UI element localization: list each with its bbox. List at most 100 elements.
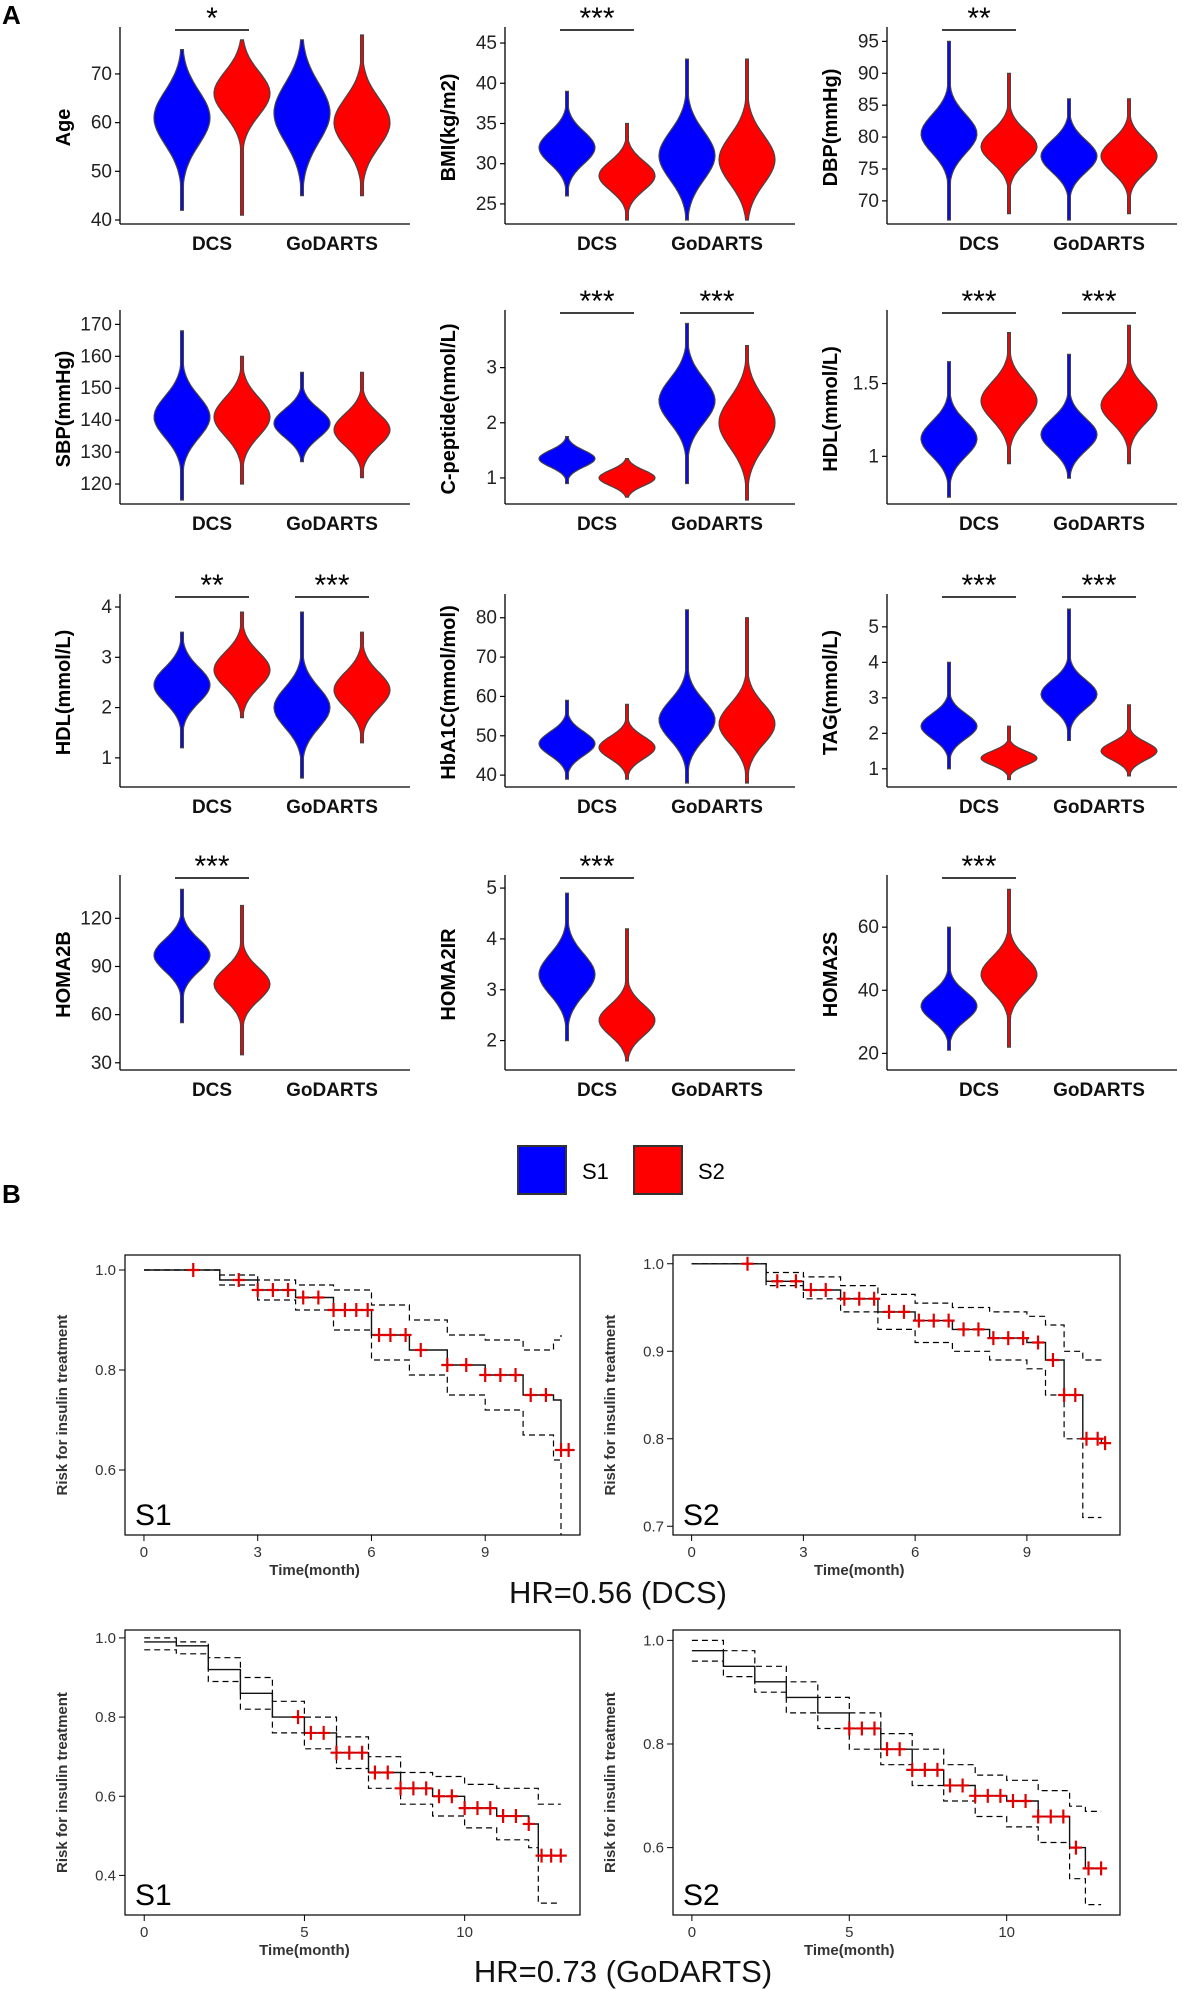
x-category-label: GoDARTS [1053, 234, 1145, 255]
y-tick-label: 4 [101, 597, 112, 618]
violin-dcs-s1 [920, 40, 978, 221]
y-tick-label: 85 [858, 95, 879, 116]
censor-mark [1069, 1840, 1082, 1855]
y-tick-label: 40 [91, 210, 112, 231]
censor-mark [906, 1762, 919, 1777]
x-tick-label: 9 [481, 1544, 489, 1561]
censor-mark [330, 1745, 343, 1760]
censor-mark [893, 1742, 906, 1757]
censor-mark [187, 1263, 200, 1277]
y-tick-label: 1.5 [853, 374, 879, 395]
violin-godarts-s2 [718, 58, 776, 221]
y-tick-label: 30 [476, 154, 497, 175]
censor-mark [956, 1778, 969, 1793]
y-tick-label: 60 [476, 686, 497, 707]
y-tick-label: 130 [80, 442, 112, 463]
violin-godarts-s2 [1100, 98, 1158, 215]
significance-stars: *** [961, 850, 996, 883]
censor-mark [1032, 1335, 1045, 1350]
hr-label-dcs: HR=0.56 (DCS) [509, 1575, 727, 1610]
survival-curve [691, 1263, 1103, 1444]
censor-mark [251, 1283, 264, 1297]
censor-mark [458, 1801, 471, 1816]
x-tick-label: 5 [300, 1924, 308, 1941]
y-tick-label: 4 [486, 929, 497, 950]
ci-upper-line [691, 1639, 1102, 1812]
censor-mark [1032, 1809, 1045, 1824]
y-tick-label: 30 [91, 1053, 112, 1074]
y-tick-label: 20 [858, 1043, 879, 1064]
y-tick-label: 1.0 [95, 1630, 116, 1647]
y-tick-label: 4 [868, 652, 879, 673]
x-category-label: DCS [959, 797, 999, 818]
censor-mark [554, 1848, 567, 1863]
violin-dcs-s1 [920, 926, 978, 1051]
x-category-label: DCS [577, 234, 617, 255]
censor-mark [445, 1789, 458, 1804]
violin-dcs-s2 [213, 611, 271, 719]
x-category-label: DCS [577, 514, 617, 535]
violin-dcs-s1 [153, 888, 211, 1024]
y-axis-title: BMI(kg/m2) [438, 74, 460, 182]
violin-dcs-s1 [920, 361, 978, 498]
violin-dcs-s1 [920, 661, 978, 770]
y-axis-title: HbA1C(mmol/mol) [438, 605, 460, 779]
y-tick-label: 90 [858, 63, 879, 84]
ci-upper-line [144, 1269, 562, 1351]
x-category-label: GoDARTS [286, 514, 378, 535]
violin-panel-dbp-mmhg: 70 75 80 85 90 95 DBP(mmHg) DCS GoDARTS ** [820, 2, 1177, 255]
survival-panel-3: 0 5 10 0.4 0.6 0.8 1.0 Time(month) Risk for insu… [54, 1629, 581, 1959]
violin-panel-homa2ir: 2 3 4 5 HOMA2IR DCS GoDARTS *** [438, 850, 795, 1101]
y-tick-label: 40 [476, 765, 497, 786]
censor-mark [843, 1721, 856, 1736]
censor-mark [987, 1331, 1000, 1346]
censor-mark [368, 1765, 381, 1780]
censor-mark [420, 1781, 433, 1796]
ci-lower-line [691, 1660, 1102, 1906]
censor-mark [918, 1762, 931, 1777]
violin-dcs-s1 [153, 49, 211, 211]
violin-panel-hba1c-mmol-mol: 40 50 60 70 80 HbA1C(mmol/mol) DCS GoDARTS [438, 594, 795, 818]
y-axis-title: Risk for insulin treatment [54, 1692, 71, 1873]
censor-mark [304, 1725, 317, 1740]
y-axis-title: SBP(mmHg) [53, 351, 75, 468]
x-category-label: GoDARTS [286, 234, 378, 255]
censor-mark [853, 1291, 866, 1306]
censor-mark [266, 1283, 279, 1297]
censor-mark [292, 1710, 305, 1725]
violin-dcs-s1 [538, 699, 596, 780]
x-category-label: DCS [192, 797, 232, 818]
censor-mark [1057, 1809, 1070, 1824]
violin-panel-bmi-kg-m2: 25 30 35 40 45 BMI(kg/m2) DCS GoDARTS *** [438, 2, 795, 255]
y-tick-label: 80 [858, 127, 879, 148]
x-tick-label: 3 [799, 1544, 807, 1561]
y-axis-title: HOMA2B [53, 931, 75, 1018]
plot-frame [124, 1629, 581, 1916]
censor-mark [972, 1322, 985, 1337]
y-tick-label: 0.8 [95, 1362, 116, 1379]
x-tick-label: 10 [998, 1924, 1015, 1941]
x-tick-label: 0 [688, 1924, 696, 1941]
y-tick-label: 140 [80, 410, 112, 431]
ci-lower-line [144, 1269, 562, 1535]
hr-label-godarts: HR=0.73 (GoDARTS) [474, 1954, 772, 1989]
violin-godarts-s1 [658, 322, 716, 485]
y-tick-label: 3 [868, 688, 879, 709]
survival-panel-1: 0 3 6 9 0.6 0.8 1.0 Time(month) Risk for insulin… [54, 1254, 581, 1579]
violin-godarts-s2 [333, 371, 391, 479]
violin-dcs-s2 [598, 928, 656, 1062]
survival-panel-4: 0 5 10 0.6 0.8 1.0 Time(month) Risk for insulin… [602, 1629, 1121, 1959]
x-category-label: DCS [192, 234, 232, 255]
legend: S1 S2 [517, 1145, 725, 1195]
x-category-label: DCS [959, 234, 999, 255]
violin-dcs-s1 [538, 90, 596, 197]
y-tick-label: 150 [80, 378, 112, 399]
x-category-label: GoDARTS [671, 234, 763, 255]
censor-mark [343, 1745, 356, 1760]
censor-mark [881, 1742, 894, 1757]
y-tick-label: 3 [101, 647, 112, 668]
censor-mark [804, 1283, 817, 1297]
y-axis-title: Risk for insulin treatment [54, 1315, 71, 1496]
